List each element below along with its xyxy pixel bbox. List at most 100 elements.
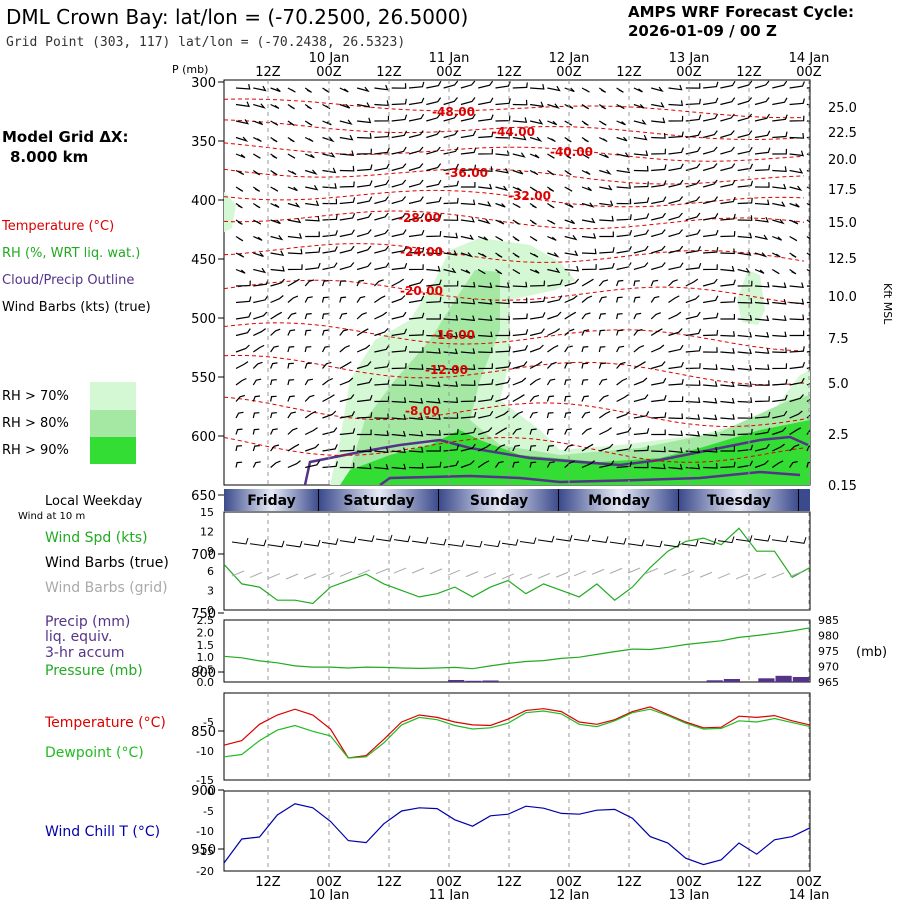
wind-barb — [599, 200, 614, 207]
y-tick-label-right: 980 — [818, 630, 839, 643]
wind-barb — [529, 461, 537, 468]
bottom-date-label: 11 Jan — [429, 888, 470, 900]
wind-barb — [252, 378, 262, 386]
wind-barb — [443, 80, 459, 89]
wind-barb — [356, 296, 366, 303]
wind-barb — [547, 186, 555, 192]
wind-barb — [547, 235, 557, 241]
wind-barb — [754, 164, 771, 172]
weekday-title: Local Weekday — [45, 494, 143, 509]
wind-barb — [737, 331, 753, 338]
series-line — [223, 527, 811, 605]
wind-barb — [321, 279, 330, 287]
wind-barb — [806, 383, 810, 386]
wind-barb — [772, 218, 785, 225]
wind-barb — [668, 100, 684, 106]
model-grid-value: 8.000 km — [10, 148, 88, 166]
cycle-label: AMPS WRF Forecast Cycle: — [628, 3, 854, 21]
wind-barb — [460, 364, 476, 371]
rh90-swatch — [90, 437, 136, 464]
wind-barb — [304, 104, 312, 110]
wind-barb — [754, 364, 770, 371]
y-tick-label: 6 — [207, 565, 214, 578]
wind-barb — [356, 279, 365, 287]
wind-barb — [547, 219, 556, 225]
wind-barb — [564, 153, 572, 159]
grid-wind-barb — [699, 571, 713, 578]
wind-barb — [322, 410, 337, 419]
wind-barb — [426, 179, 442, 188]
wind-barb — [754, 182, 770, 188]
wind-barb — [720, 113, 735, 122]
wind-barb — [287, 460, 301, 469]
wind-barb — [529, 344, 544, 353]
wind-barb — [339, 87, 349, 93]
wind-barb — [789, 330, 805, 337]
wind-barb — [443, 163, 459, 172]
wind-barb — [478, 201, 492, 207]
wind-barb — [754, 199, 770, 206]
temp-label-20: -20.00 — [400, 284, 443, 298]
wind-barb — [685, 363, 701, 370]
wind-barb — [356, 312, 367, 320]
wind-panel: Wind Spd (kts) Wind Barbs (true) Wind Ba… — [45, 506, 811, 617]
wind-barb — [322, 262, 338, 271]
wind-barb — [651, 102, 665, 108]
wind-barb — [633, 296, 641, 303]
surface-wind-barb — [375, 534, 393, 542]
y-tick-label: 3 — [207, 584, 214, 597]
wind-barb — [616, 377, 628, 386]
wind-barb — [391, 397, 407, 404]
wind-barb — [304, 296, 313, 303]
wind-barb — [771, 460, 784, 468]
weekday-bar: Local Weekday Wind at 10 m Friday Saturda… — [18, 489, 810, 522]
wind-barb — [754, 348, 770, 354]
grid-wind-barb — [447, 569, 461, 576]
wind-barb — [339, 229, 355, 238]
wind-barb — [720, 213, 736, 221]
wind-barb — [547, 103, 560, 109]
wind-barb — [408, 414, 424, 421]
height-ticks: 25.0 22.5 20.0 17.5 15.0 12.5 10.0 7.5 5.0 2.5 0.1… — [828, 101, 857, 494]
top-date-label: 11 Jan — [429, 51, 470, 66]
wind-barb — [322, 230, 338, 238]
wind-barb — [720, 348, 735, 354]
wind-barb — [547, 295, 563, 304]
wind-barb — [374, 344, 390, 353]
precip-panel-frame — [223, 619, 811, 683]
wind-barb — [633, 411, 650, 419]
weekday-label: Sunday — [470, 493, 528, 509]
wind-panel-frame — [223, 511, 811, 611]
wind-barb — [737, 297, 753, 304]
weekday-cell — [224, 489, 319, 511]
wind-barb — [564, 186, 573, 192]
wind-barb — [651, 212, 666, 221]
wind-barb — [651, 196, 667, 205]
y-tick-label: 12 — [200, 526, 214, 539]
wind-barb — [357, 164, 373, 172]
wind-barb — [287, 362, 294, 369]
wind-barb — [270, 362, 278, 369]
surface-wind-barb — [627, 539, 645, 547]
wind-barb — [495, 168, 509, 174]
wind-barb — [806, 445, 810, 452]
wind-barb — [564, 87, 575, 93]
wind-barb — [305, 443, 320, 452]
wind-barb — [235, 252, 245, 258]
wind-barb — [270, 219, 281, 225]
wind-barb — [772, 97, 788, 106]
wind-barb — [633, 328, 643, 336]
wind-barb — [754, 298, 770, 305]
wind-barb — [685, 328, 702, 337]
wind-barb — [737, 444, 754, 452]
wind-barb — [408, 229, 425, 238]
surface-wind-barb — [519, 537, 537, 545]
grid-wind-barb — [303, 573, 317, 580]
wind-barb — [408, 196, 424, 205]
wind-barb — [253, 295, 269, 304]
wind-barb — [529, 252, 539, 258]
wind-barb — [304, 136, 314, 143]
surface-wind-barb — [663, 540, 681, 548]
surface-wind-barb — [681, 539, 699, 547]
wind-barb — [737, 146, 753, 155]
